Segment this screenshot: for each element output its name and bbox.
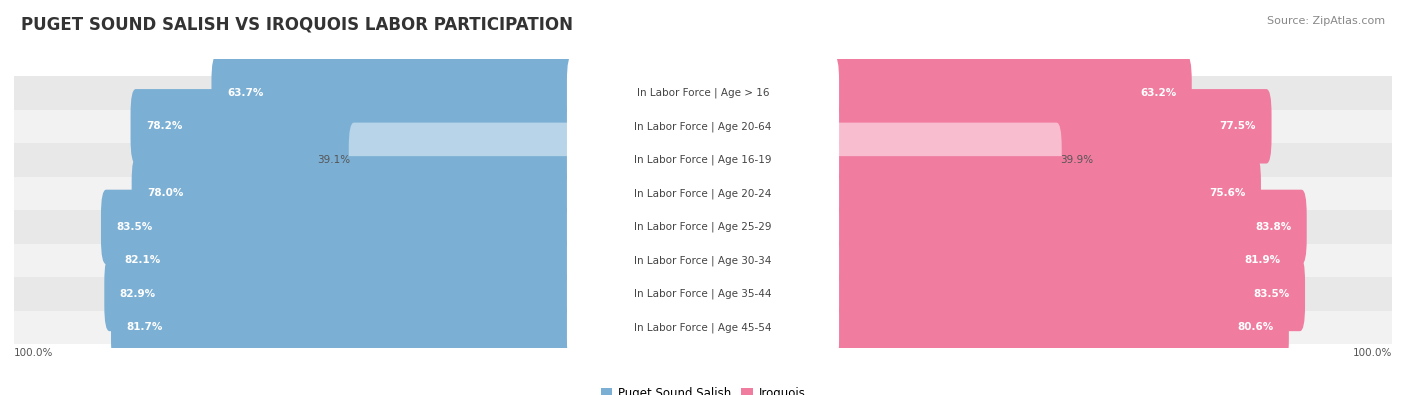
Text: In Labor Force | Age 30-34: In Labor Force | Age 30-34 [634, 255, 772, 266]
Text: PUGET SOUND SALISH VS IROQUOIS LABOR PARTICIPATION: PUGET SOUND SALISH VS IROQUOIS LABOR PAR… [21, 16, 574, 34]
Text: 82.1%: 82.1% [124, 256, 160, 265]
FancyBboxPatch shape [567, 89, 839, 164]
FancyBboxPatch shape [828, 257, 1305, 331]
Text: In Labor Force | Age 25-29: In Labor Force | Age 25-29 [634, 222, 772, 232]
Text: Source: ZipAtlas.com: Source: ZipAtlas.com [1267, 16, 1385, 26]
FancyBboxPatch shape [211, 56, 578, 130]
Text: 83.5%: 83.5% [117, 222, 153, 232]
FancyBboxPatch shape [131, 89, 578, 164]
FancyBboxPatch shape [828, 190, 1306, 264]
FancyBboxPatch shape [828, 290, 1289, 365]
Text: 83.5%: 83.5% [1253, 289, 1289, 299]
FancyBboxPatch shape [828, 89, 1271, 164]
Text: 75.6%: 75.6% [1209, 188, 1246, 198]
FancyBboxPatch shape [101, 190, 578, 264]
Text: 100.0%: 100.0% [1353, 348, 1392, 357]
Text: 39.9%: 39.9% [1060, 155, 1092, 165]
FancyBboxPatch shape [349, 122, 578, 197]
FancyBboxPatch shape [108, 223, 578, 298]
Text: 81.9%: 81.9% [1244, 256, 1281, 265]
FancyBboxPatch shape [567, 122, 839, 197]
Text: 80.6%: 80.6% [1237, 322, 1274, 333]
FancyBboxPatch shape [567, 190, 839, 264]
Text: 63.7%: 63.7% [226, 88, 263, 98]
Text: 78.2%: 78.2% [146, 121, 183, 131]
Text: In Labor Force | Age 16-19: In Labor Force | Age 16-19 [634, 154, 772, 165]
FancyBboxPatch shape [567, 290, 839, 365]
FancyBboxPatch shape [567, 156, 839, 231]
FancyBboxPatch shape [14, 244, 1392, 277]
Text: In Labor Force | Age 20-64: In Labor Force | Age 20-64 [634, 121, 772, 132]
FancyBboxPatch shape [14, 143, 1392, 177]
Text: In Labor Force | Age 35-44: In Labor Force | Age 35-44 [634, 289, 772, 299]
FancyBboxPatch shape [14, 109, 1392, 143]
Text: 39.1%: 39.1% [318, 155, 350, 165]
Text: 100.0%: 100.0% [14, 348, 53, 357]
Text: 78.0%: 78.0% [148, 188, 184, 198]
Text: 81.7%: 81.7% [127, 322, 163, 333]
FancyBboxPatch shape [14, 311, 1392, 344]
FancyBboxPatch shape [567, 257, 839, 331]
Text: 82.9%: 82.9% [120, 289, 156, 299]
FancyBboxPatch shape [111, 290, 578, 365]
FancyBboxPatch shape [14, 76, 1392, 109]
FancyBboxPatch shape [828, 56, 1192, 130]
FancyBboxPatch shape [828, 156, 1261, 231]
FancyBboxPatch shape [567, 223, 839, 298]
Text: In Labor Force | Age > 16: In Labor Force | Age > 16 [637, 88, 769, 98]
Legend: Puget Sound Salish, Iroquois: Puget Sound Salish, Iroquois [596, 383, 810, 395]
FancyBboxPatch shape [132, 156, 578, 231]
FancyBboxPatch shape [104, 257, 578, 331]
Text: 63.2%: 63.2% [1140, 88, 1177, 98]
FancyBboxPatch shape [828, 122, 1062, 197]
FancyBboxPatch shape [14, 277, 1392, 311]
FancyBboxPatch shape [828, 223, 1296, 298]
Text: In Labor Force | Age 45-54: In Labor Force | Age 45-54 [634, 322, 772, 333]
FancyBboxPatch shape [14, 210, 1392, 244]
Text: In Labor Force | Age 20-24: In Labor Force | Age 20-24 [634, 188, 772, 199]
FancyBboxPatch shape [567, 56, 839, 130]
Text: 83.8%: 83.8% [1256, 222, 1291, 232]
Text: 77.5%: 77.5% [1219, 121, 1256, 131]
FancyBboxPatch shape [14, 177, 1392, 210]
